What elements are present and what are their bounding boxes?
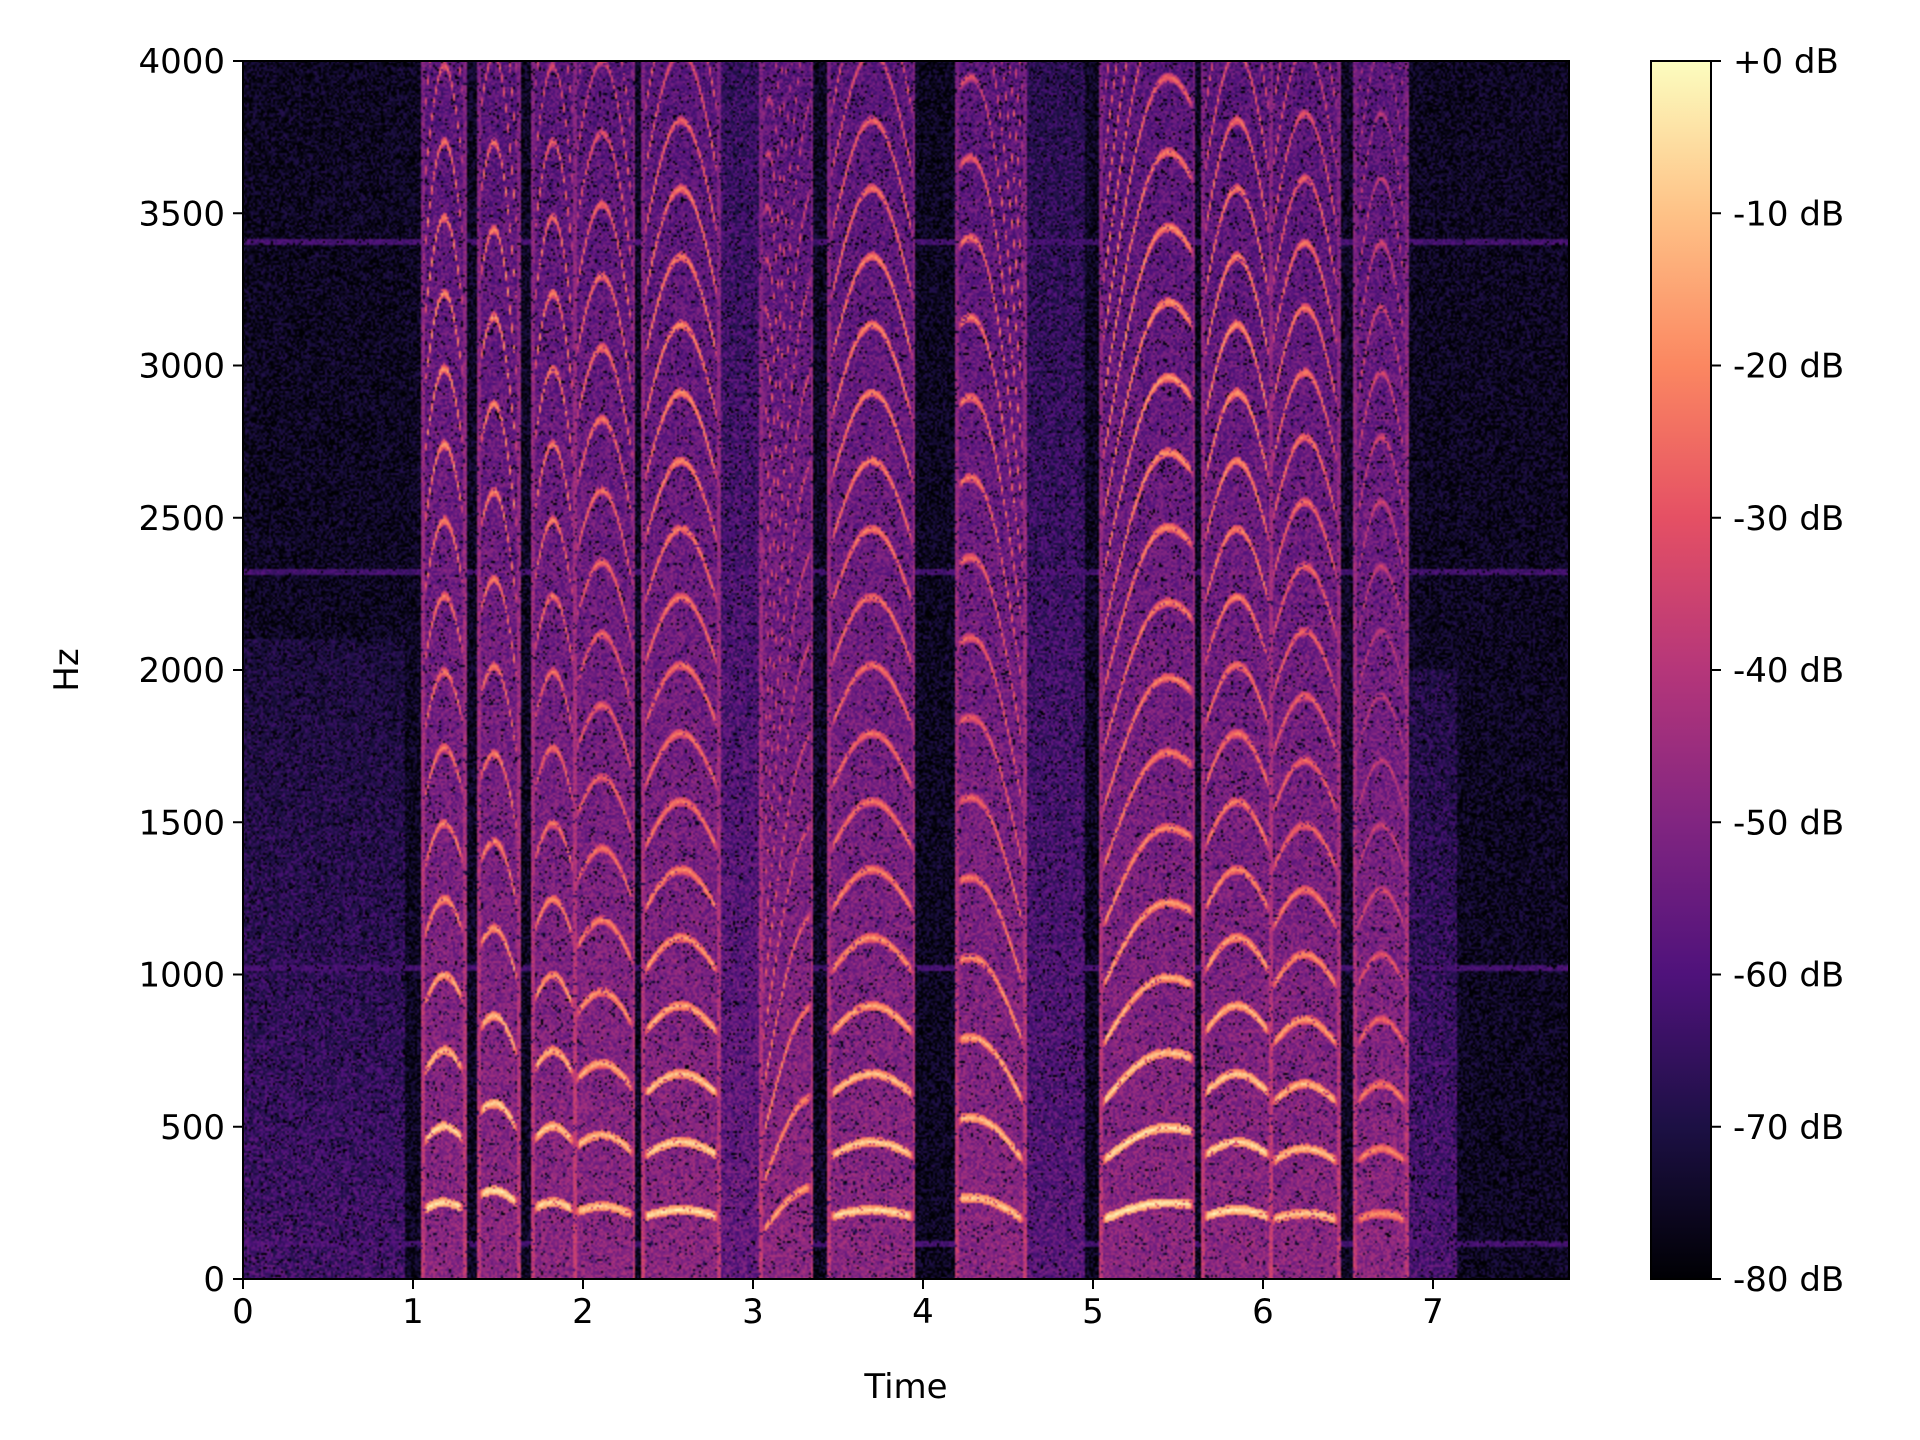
colorbar-tick-label: -30 dB [1733,499,1844,539]
colorbar-tick-label: -70 dB [1733,1108,1844,1148]
y-tick-label: 1000 [138,956,225,996]
colorbar-tick-label: -60 dB [1733,956,1844,996]
y-axis: 0 500 1000 1500 2000 2500 3000 3500 4000 [138,42,243,1300]
y-tick-label: 1500 [138,803,225,843]
x-tick-label: 5 [1082,1292,1104,1332]
x-axis-label: Time [863,1367,947,1407]
x-tick-label: 6 [1252,1292,1274,1332]
colorbar-tick-label: -20 dB [1733,347,1844,387]
x-tick-label: 1 [402,1292,424,1332]
plot-area [242,60,1570,1280]
y-tick-label: 2000 [138,651,225,691]
x-axis: 0 1 2 3 4 5 6 7 [232,1279,1444,1332]
colorbar-tick-label: -10 dB [1733,194,1844,234]
x-tick-label: 0 [232,1292,254,1332]
y-tick-label: 500 [160,1108,225,1148]
y-tick-label: 3500 [138,194,225,234]
colorbar-tick-label: -50 dB [1733,803,1844,843]
colorbar-tick-label: -40 dB [1733,651,1844,691]
y-axis-label: Hz [47,648,87,691]
y-tick-label: 4000 [138,42,225,82]
x-tick-label: 7 [1422,1292,1444,1332]
colorbar-tick-label: -80 dB [1733,1260,1844,1300]
colorbar-ticks: +0 dB -10 dB -20 dB -30 dB -40 dB -50 dB -60 d… [1711,42,1844,1300]
x-tick-label: 2 [572,1292,594,1332]
y-tick-label: 0 [203,1260,225,1300]
x-tick-label: 4 [912,1292,934,1332]
spectrogram-heatmap [243,61,1569,1279]
colorbar-tick-label: +0 dB [1733,42,1839,82]
y-tick-label: 3000 [138,347,225,387]
x-tick-label: 3 [742,1292,764,1332]
y-tick-label: 2500 [138,499,225,539]
colorbar: +0 dB -10 dB -20 dB -30 dB -40 dB -50 dB -60 d… [1650,42,1844,1300]
colorbar-gradient [1650,60,1712,1280]
